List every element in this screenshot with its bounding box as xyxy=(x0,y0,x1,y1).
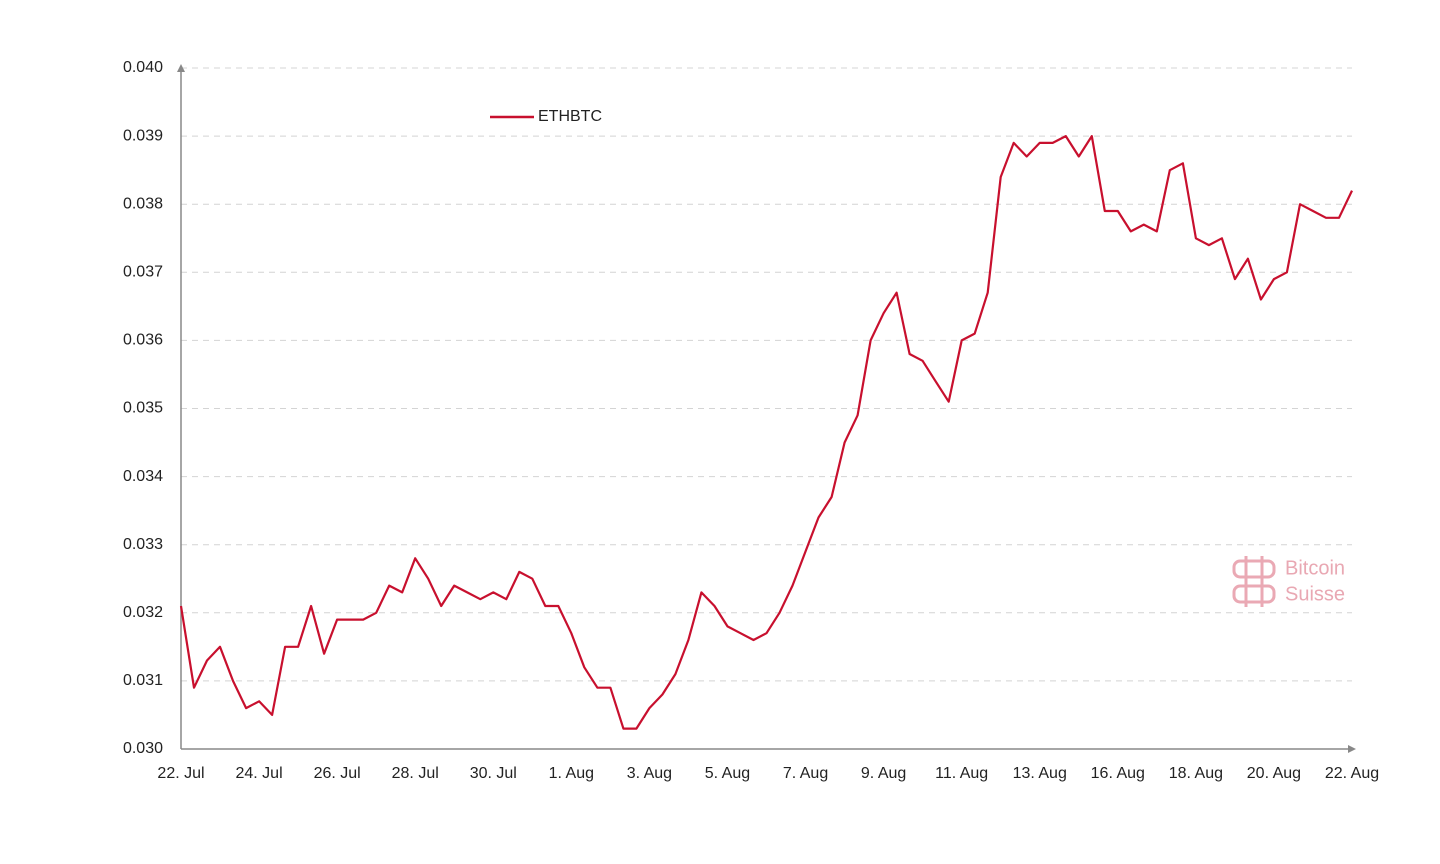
y-tick-label: 0.032 xyxy=(123,604,163,621)
x-tick-label: 24. Jul xyxy=(235,765,282,782)
x-tick-label: 13. Aug xyxy=(1013,765,1067,782)
x-tick-label: 5. Aug xyxy=(705,765,750,782)
watermark-text: Suisse xyxy=(1285,583,1345,605)
x-tick-label: 20. Aug xyxy=(1247,765,1301,782)
x-tick-label: 9. Aug xyxy=(861,765,906,782)
y-tick-label: 0.031 xyxy=(123,672,163,689)
y-tick-label: 0.038 xyxy=(123,195,163,212)
x-tick-label: 26. Jul xyxy=(314,765,361,782)
x-tick-label: 22. Aug xyxy=(1325,765,1379,782)
watermark-logo xyxy=(1232,556,1276,607)
watermark-text: Bitcoin xyxy=(1285,557,1345,579)
line-series xyxy=(179,135,1353,730)
y-tick-label: 0.039 xyxy=(123,127,163,144)
y-tick-label: 0.037 xyxy=(123,264,163,281)
x-tick-label: 16. Aug xyxy=(1091,765,1145,782)
x-tick-label: 22. Jul xyxy=(157,765,204,782)
y-tick-label: 0.036 xyxy=(123,332,163,349)
x-axis-arrow xyxy=(1348,745,1356,753)
x-tick-label: 1. Aug xyxy=(549,765,594,782)
y-tick-label: 0.040 xyxy=(123,59,163,76)
x-tick-label: 11. Aug xyxy=(935,765,988,782)
y-tick-label: 0.035 xyxy=(123,400,163,417)
x-tick-label: 30. Jul xyxy=(470,765,517,782)
x-tick-label: 3. Aug xyxy=(627,765,672,782)
y-tick-label: 0.034 xyxy=(123,468,163,485)
x-tick-label: 7. Aug xyxy=(783,765,828,782)
y-axis-arrow xyxy=(177,64,185,72)
y-tick-label: 0.033 xyxy=(123,536,163,553)
x-tick-label: 28. Jul xyxy=(392,765,439,782)
y-tick-label: 0.030 xyxy=(123,740,163,757)
x-tick-label: 18. Aug xyxy=(1169,765,1223,782)
legend-label: ETHBTC xyxy=(538,108,602,125)
